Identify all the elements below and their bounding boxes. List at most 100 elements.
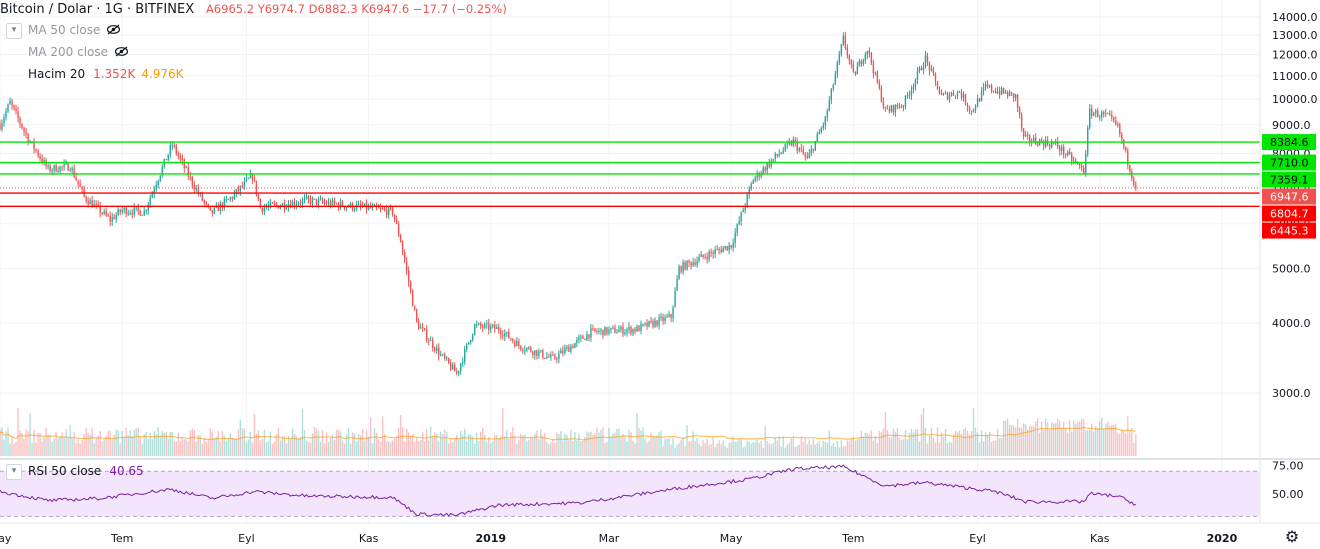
candle: [592, 324, 594, 331]
volume-bar: [748, 441, 750, 456]
candle-body: [319, 199, 322, 201]
candle-body: [678, 266, 680, 279]
volume-bar: [419, 439, 422, 456]
volume-bar: [610, 436, 612, 456]
candle: [349, 201, 352, 209]
candle: [938, 86, 941, 95]
candle-body: [171, 145, 173, 147]
candle: [13, 104, 15, 111]
volume-bar: [448, 443, 450, 456]
volume-label: Hacim 20: [28, 67, 86, 81]
candle-body: [802, 149, 804, 154]
volume-bar: [263, 429, 266, 456]
volume-bar: [522, 434, 524, 456]
time-tick-label: Kas: [1090, 532, 1110, 545]
volume-bar: [846, 440, 849, 456]
candle: [361, 201, 364, 209]
ma200-legend[interactable]: MA 200 close: [28, 43, 129, 61]
volume-bar: [21, 433, 23, 456]
candle: [658, 314, 660, 330]
candle: [419, 323, 422, 329]
volume-bar: [377, 439, 380, 456]
candle-body: [239, 185, 242, 192]
volume-bar: [187, 441, 189, 456]
volume-bar: [397, 427, 400, 456]
candle: [409, 280, 412, 294]
volume-bar: [878, 430, 881, 456]
candle: [43, 157, 45, 166]
volume-bar: [872, 440, 875, 456]
candle-body: [141, 215, 143, 217]
candle-body: [25, 131, 27, 135]
volume-bar: [1129, 430, 1131, 456]
symbol-title[interactable]: Bitcoin / Dolar · 1G · BITFINEX: [0, 2, 195, 17]
candle: [335, 202, 338, 205]
chevron-down-icon[interactable]: ▾: [6, 463, 22, 480]
candle: [456, 367, 458, 376]
candle: [213, 206, 216, 215]
candle-body: [285, 207, 288, 209]
volume-bar: [1101, 417, 1103, 456]
price-tick-label: 12000.0: [1272, 49, 1318, 62]
rsi-legend[interactable]: ▾ RSI 50 close 40.65: [0, 462, 144, 480]
candle: [870, 52, 873, 66]
candle-body: [105, 211, 107, 216]
volume-ma-value: 4.976K: [141, 67, 184, 81]
candle: [706, 252, 708, 264]
candle-body: [77, 180, 79, 184]
volume-bar: [998, 438, 1001, 456]
volume-bar: [171, 431, 173, 456]
candle-body: [9, 100, 11, 105]
volume-bar: [790, 438, 792, 456]
candle: [650, 316, 652, 324]
candle-body: [914, 79, 917, 87]
volume-bar: [5, 431, 7, 456]
chevron-down-icon[interactable]: ▾: [6, 22, 22, 39]
volume-bar: [167, 439, 169, 456]
volume-bar: [1052, 423, 1055, 456]
candle-body: [173, 145, 175, 147]
candle: [439, 350, 442, 357]
volume-bar: [93, 443, 95, 456]
candle: [1034, 133, 1037, 146]
price-tick-label: 14000.0: [1272, 11, 1318, 24]
candle-body: [626, 329, 628, 332]
candle-body: [698, 257, 700, 261]
candle-body: [359, 203, 362, 207]
candle-body: [930, 68, 933, 71]
volume-bar: [618, 428, 620, 456]
volume-bar: [289, 438, 292, 456]
time-tick-label: 2019: [475, 532, 506, 545]
candle: [570, 343, 572, 354]
candle: [774, 151, 776, 163]
volume-legend[interactable]: Hacim 20 1.352K 4.976K: [28, 65, 184, 83]
candle: [71, 166, 73, 174]
candle-body: [1127, 150, 1129, 165]
candle: [732, 238, 734, 252]
candle-body: [157, 180, 159, 186]
eye-crossed-icon[interactable]: [114, 44, 129, 62]
volume-bar: [484, 434, 486, 456]
candle: [55, 163, 57, 173]
candle: [510, 337, 512, 341]
candle-body: [958, 91, 961, 93]
volume-bar: [502, 408, 504, 456]
candle-body: [840, 44, 843, 55]
candle-body: [281, 203, 284, 207]
ma50-legend[interactable]: ▾ MA 50 close: [6, 21, 121, 39]
candle-body: [297, 203, 300, 205]
candle: [69, 167, 71, 172]
candle-body: [806, 156, 808, 159]
candle: [403, 249, 406, 264]
candle-body: [247, 178, 250, 180]
volume-bar: [442, 434, 444, 456]
candle: [191, 175, 194, 190]
candle: [85, 195, 87, 204]
gear-icon[interactable]: ⚙: [1284, 527, 1300, 546]
candle: [660, 312, 662, 322]
volume-bar: [1008, 424, 1011, 456]
candle-body: [996, 91, 999, 93]
eye-crossed-icon[interactable]: [106, 22, 121, 40]
candle-body: [574, 343, 576, 348]
